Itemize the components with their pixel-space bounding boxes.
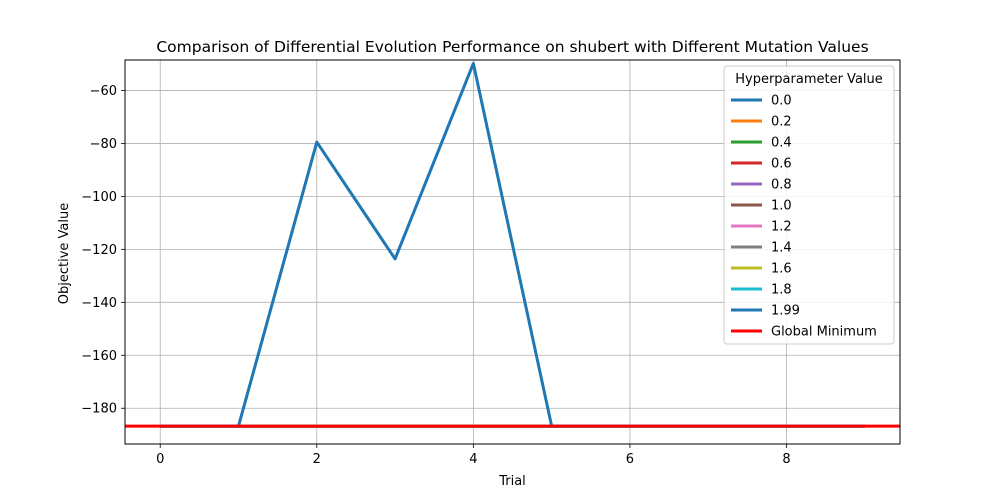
chart-title: Comparison of Differential Evolution Per…	[156, 38, 868, 56]
legend-label: 1.6	[771, 262, 792, 277]
legend-label: 0.8	[771, 178, 792, 193]
x-tick-label: 8	[782, 452, 790, 467]
legend-label: Global Minimum	[771, 325, 877, 340]
plot-frame	[124, 59, 901, 445]
legend-label: 1.0	[771, 199, 792, 214]
legend-items: 0.0 0.2 0.4 0.6 0.8 1.0 1.2 1.4 1.6 1.8 1.99 Global…	[731, 94, 877, 340]
x-axis-label: Trial	[498, 474, 526, 489]
legend-box	[723, 65, 895, 345]
legend-title: Hyperparameter Value	[735, 72, 883, 87]
x-tick-label: 4	[469, 452, 477, 467]
legend-label: 0.4	[771, 136, 792, 151]
axis-ticks: 0 2 4 6 8 −180 −160 −140 −120 −100 −80 −60	[81, 84, 790, 467]
y-tick-label: −60	[90, 84, 117, 99]
legend-label: 1.2	[771, 220, 792, 235]
legend-label: 0.6	[771, 157, 792, 172]
x-tick-label: 0	[156, 452, 164, 467]
y-tick-label: −140	[81, 296, 117, 311]
x-tick-label: 2	[313, 452, 321, 467]
legend-label: 1.8	[771, 283, 792, 298]
y-tick-label: −180	[81, 402, 117, 417]
y-tick-label: −120	[81, 243, 117, 258]
legend-label: 0.0	[771, 94, 792, 109]
legend: Hyperparameter Value 0.0 0.2 0.4 0.6 0.8 1.0 1…	[723, 65, 895, 345]
y-axis-label: Objective Value	[57, 203, 72, 304]
x-tick-label: 6	[626, 452, 634, 467]
legend-label: 0.2	[771, 115, 792, 130]
y-tick-label: −80	[90, 137, 117, 152]
plot-lines	[125, 61, 900, 428]
legend-label: 1.4	[771, 241, 792, 256]
y-tick-label: −160	[81, 349, 117, 364]
y-tick-label: −100	[81, 190, 117, 205]
legend-label: 1.99	[771, 304, 800, 319]
